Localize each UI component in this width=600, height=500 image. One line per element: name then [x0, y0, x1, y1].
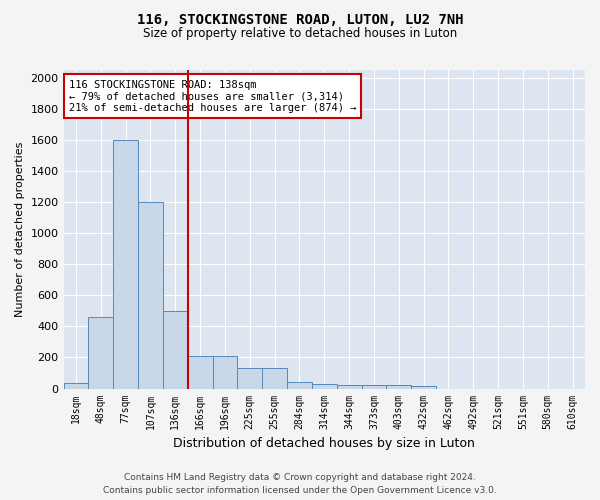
Bar — [238, 368, 262, 388]
Text: 116, STOCKINGSTONE ROAD, LUTON, LU2 7NH: 116, STOCKINGSTONE ROAD, LUTON, LU2 7NH — [137, 12, 463, 26]
Text: Contains HM Land Registry data © Crown copyright and database right 2024.
Contai: Contains HM Land Registry data © Crown c… — [103, 474, 497, 495]
Bar — [262, 368, 287, 388]
Bar — [386, 386, 411, 388]
Bar — [312, 384, 337, 388]
Bar — [88, 317, 113, 388]
Bar — [188, 356, 212, 388]
Bar — [138, 202, 163, 388]
Bar — [64, 383, 88, 388]
Text: Size of property relative to detached houses in Luton: Size of property relative to detached ho… — [143, 28, 457, 40]
Bar — [362, 386, 386, 388]
X-axis label: Distribution of detached houses by size in Luton: Distribution of detached houses by size … — [173, 437, 475, 450]
Bar — [163, 311, 188, 388]
Bar — [212, 356, 238, 388]
Bar — [113, 140, 138, 388]
Text: 116 STOCKINGSTONE ROAD: 138sqm
← 79% of detached houses are smaller (3,314)
21% : 116 STOCKINGSTONE ROAD: 138sqm ← 79% of … — [69, 80, 356, 113]
Bar — [411, 386, 436, 388]
Y-axis label: Number of detached properties: Number of detached properties — [15, 142, 25, 317]
Bar — [337, 384, 362, 388]
Bar — [287, 382, 312, 388]
